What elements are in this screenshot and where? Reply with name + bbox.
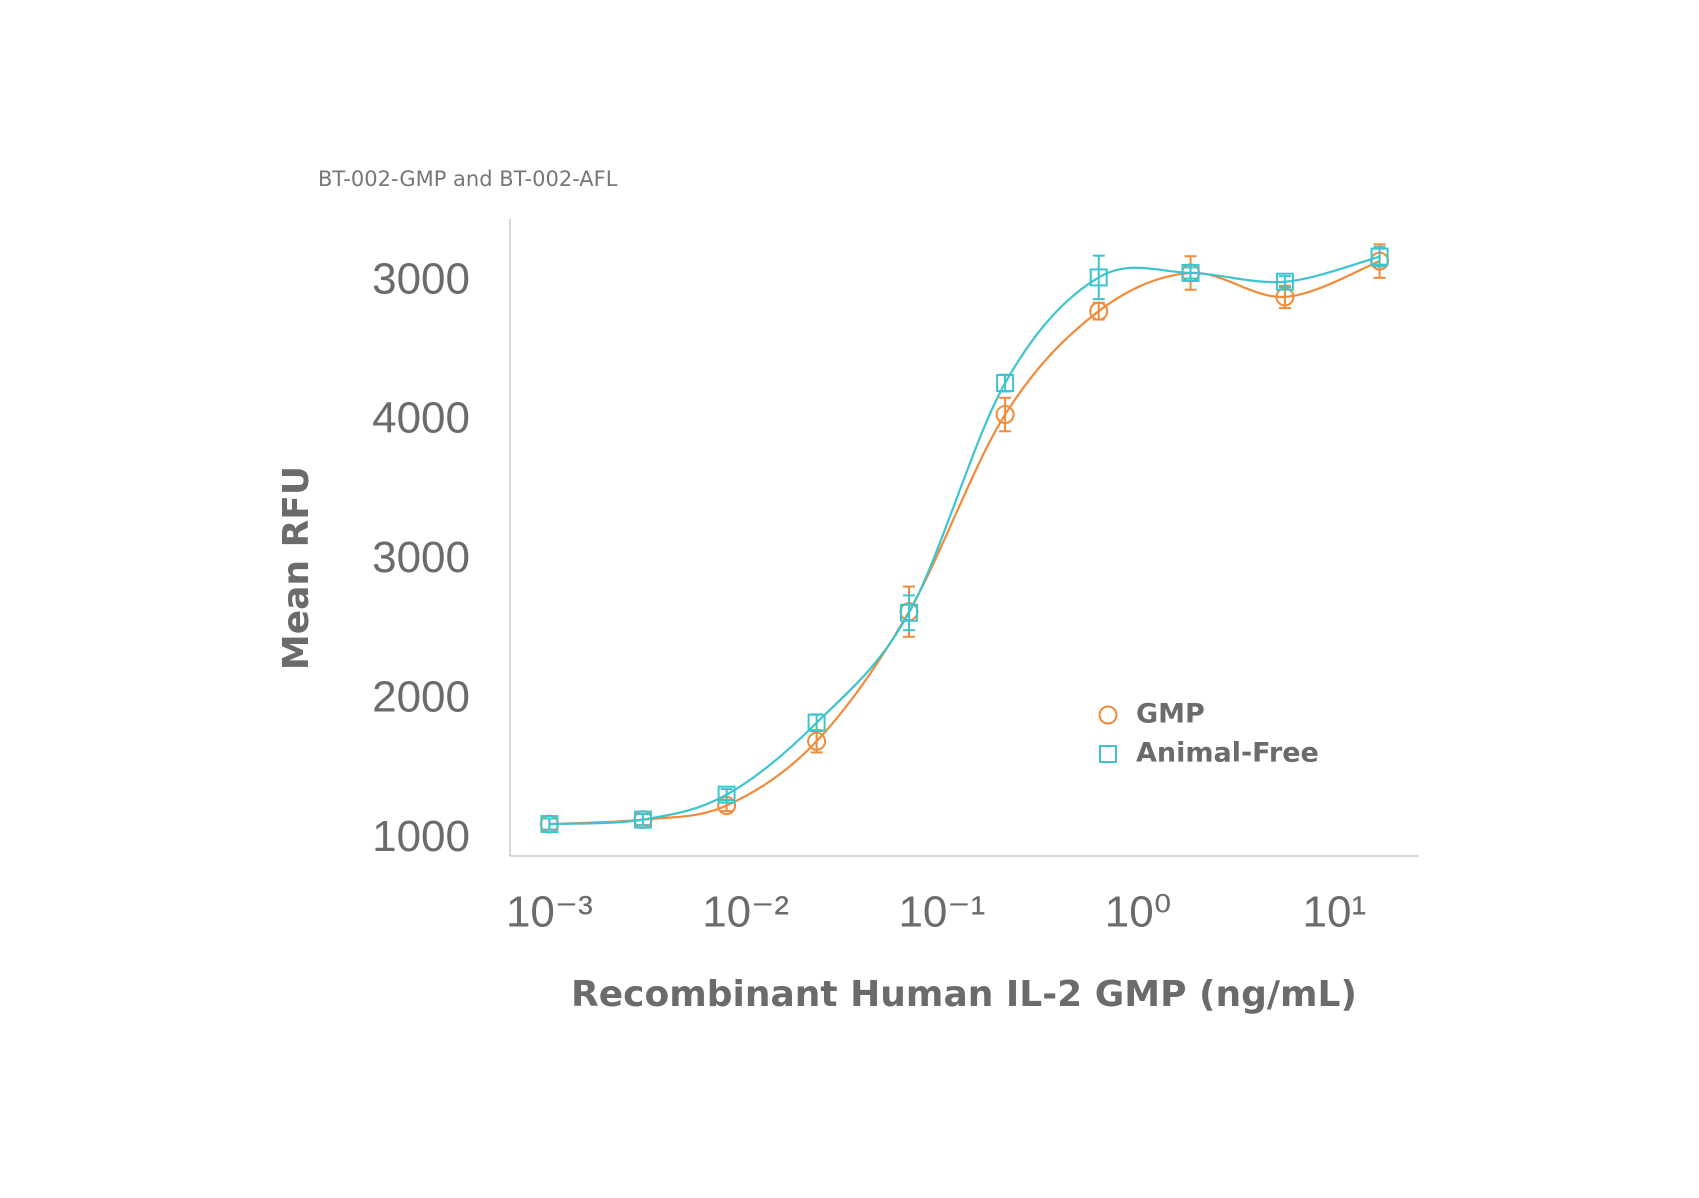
fit-curve bbox=[549, 260, 1380, 826]
x-tick-label: 10¹ bbox=[1303, 888, 1367, 937]
y-tick-label: 2000 bbox=[372, 673, 470, 722]
point bbox=[1089, 301, 1109, 321]
point bbox=[1089, 268, 1108, 287]
point bbox=[899, 603, 918, 622]
error-bar bbox=[543, 817, 556, 831]
error-bar bbox=[1092, 301, 1105, 321]
x-tick-label: 10⁰ bbox=[1105, 888, 1172, 937]
legend-marker bbox=[1099, 745, 1117, 763]
point bbox=[807, 713, 826, 732]
point bbox=[1181, 263, 1200, 282]
x-tick-label: 10⁻² bbox=[702, 888, 789, 937]
error-bar bbox=[1373, 245, 1386, 268]
error-bar bbox=[999, 396, 1012, 433]
y-tick-label: 3000 bbox=[372, 254, 470, 303]
error-bar bbox=[720, 798, 733, 813]
error-bar bbox=[720, 788, 733, 802]
y-tick-label: 4000 bbox=[372, 394, 470, 443]
y-tick-label: 1000 bbox=[372, 812, 470, 861]
fit-curve bbox=[549, 255, 1380, 826]
x-tick-label: 10⁻¹ bbox=[898, 888, 985, 937]
x-axis-title: Recombinant Human IL-2 GMP (ng/mL) bbox=[571, 974, 1357, 1015]
point bbox=[1275, 287, 1295, 307]
legend-label: Animal-Free bbox=[1136, 738, 1319, 769]
legend-marker bbox=[1098, 705, 1118, 725]
legend-label: GMP bbox=[1136, 699, 1205, 730]
point bbox=[807, 731, 827, 751]
point bbox=[995, 405, 1015, 425]
chart-subtitle: BT-002-GMP and BT-002-AFL bbox=[318, 167, 618, 191]
y-axis-title: Mean RFU bbox=[276, 466, 317, 670]
x-tick-label: 10⁻³ bbox=[506, 888, 593, 937]
error-bar bbox=[1184, 266, 1197, 280]
error-bar bbox=[810, 713, 823, 733]
error-bar bbox=[1092, 254, 1105, 301]
point bbox=[1370, 247, 1389, 266]
error-bar bbox=[1278, 275, 1291, 289]
point bbox=[1275, 272, 1294, 291]
point bbox=[634, 810, 653, 829]
error-bar bbox=[637, 813, 650, 827]
point bbox=[717, 785, 736, 804]
point bbox=[540, 815, 559, 834]
point bbox=[996, 374, 1015, 393]
y-tick-label: 3000 bbox=[372, 533, 470, 582]
error-bar bbox=[902, 594, 915, 632]
